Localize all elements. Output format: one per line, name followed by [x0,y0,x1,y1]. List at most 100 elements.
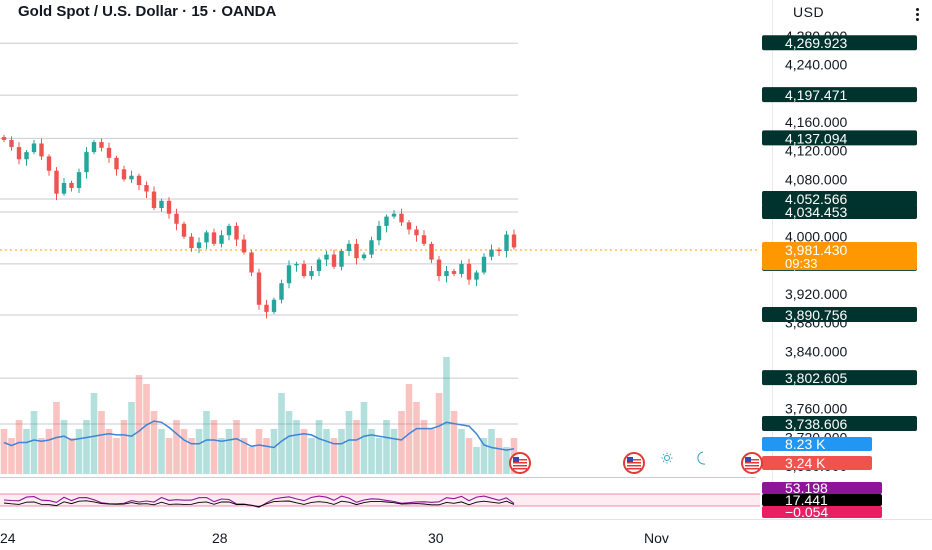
oscillator-main-line [3,495,515,508]
time-axis-label: 24 [0,530,16,546]
candle-body [496,249,502,251]
volume-bar [255,429,263,474]
oscillator-value-label: 17.441 [785,492,828,508]
oscillator-layer [0,493,760,508]
pane-divider[interactable] [0,477,756,478]
flag-stripe [513,465,527,467]
candle-body [174,213,179,224]
candle-body [504,234,509,251]
volume-bar [105,429,113,474]
volume-layer [0,357,518,474]
candle-body [226,225,232,236]
price-tick-label: 3,920.000 [785,286,847,302]
time-axis-label: Nov [644,530,669,546]
sun-icon [661,452,673,464]
volume-bar [435,393,443,474]
candle-body [316,259,322,272]
level-price-label: 4,052.566 [785,191,847,207]
volume-bar [323,429,330,474]
candle-body [444,271,449,277]
volume-bar [300,429,308,474]
candle-body [451,271,457,274]
candle-body [511,234,517,248]
candle-body [249,252,254,273]
volume-bar [480,438,488,474]
volume-bar [405,384,413,474]
flag-stripe [745,462,759,464]
dividends-flag-icon [741,452,763,474]
candle-body [429,243,434,260]
candle-body [301,263,307,277]
candle-body [256,272,262,305]
candle-body [121,169,127,180]
volume-bar [495,438,503,474]
candle-body [279,283,284,300]
time-axis-label: 30 [428,530,444,546]
level-price-badge [762,87,917,103]
volume-bar [75,429,83,474]
flag-canton [627,457,633,462]
candle-body [189,236,194,249]
candle-body [346,243,352,251]
candle-body [159,200,164,208]
oscillator-badge [762,482,882,494]
volume-bar [30,411,38,474]
flag-stripe [745,468,759,470]
volume-label: 3.24 K [785,455,826,471]
currency-label[interactable]: USD [793,4,825,20]
flag-stripe [513,468,527,470]
level-price-badge [762,370,917,386]
candle-body [46,156,52,171]
flag-stripe [627,468,641,470]
candle-body [459,263,464,274]
volume-bar [218,438,225,474]
volume-bar [83,420,90,474]
volume-bar [473,447,480,474]
volume-bar [203,411,210,474]
flag-stripe [513,462,527,464]
symbol-title[interactable]: Gold Spot / U.S. Dollar · 15 · OANDA [18,3,277,20]
volume-bar [150,411,158,474]
volume-bar [368,429,375,474]
candles-layer [1,134,517,319]
candle-body [331,254,337,267]
level-price-label: 4,269.923 [785,35,847,51]
current-price-label: 3,981.430 [785,242,847,258]
flag-stripe [627,462,641,464]
event-icons-layer [509,451,763,474]
candle-body [241,239,247,253]
candle-body [271,299,277,312]
volume-bar [45,429,53,474]
volume-bar [180,429,188,474]
candle-body [436,259,442,277]
volume-bar [263,438,270,474]
volume-bar [338,429,345,474]
volume-bar [68,438,75,474]
volume-bar [143,384,150,474]
flag-canton [513,457,519,462]
volume-bar [308,438,315,474]
volume-bar [383,420,390,474]
candle-body [16,147,22,160]
candle-body [84,152,89,173]
price-tick-label: 4,000.000 [785,229,847,245]
menu-dots-icon[interactable] [913,8,923,22]
level-price-badge [762,35,917,51]
candle-body [286,265,292,284]
candle-body [99,142,104,148]
candle-body [54,170,59,194]
candle-body [24,152,29,160]
candle-body [406,222,412,230]
volume-ma-label: 8.23 K [785,436,826,452]
level-price-label: 3,802.605 [785,370,847,386]
volume-bar [503,447,510,474]
sun-core [664,455,670,461]
bar-countdown-label: 09:33 [785,256,818,271]
flag-stripe [627,459,641,461]
level-price-label: 3,738.606 [785,416,847,432]
price-tick-label: 4,240.000 [785,57,847,73]
volume-bar [90,393,98,474]
oscillator-band [0,494,760,506]
candle-body [136,175,142,186]
